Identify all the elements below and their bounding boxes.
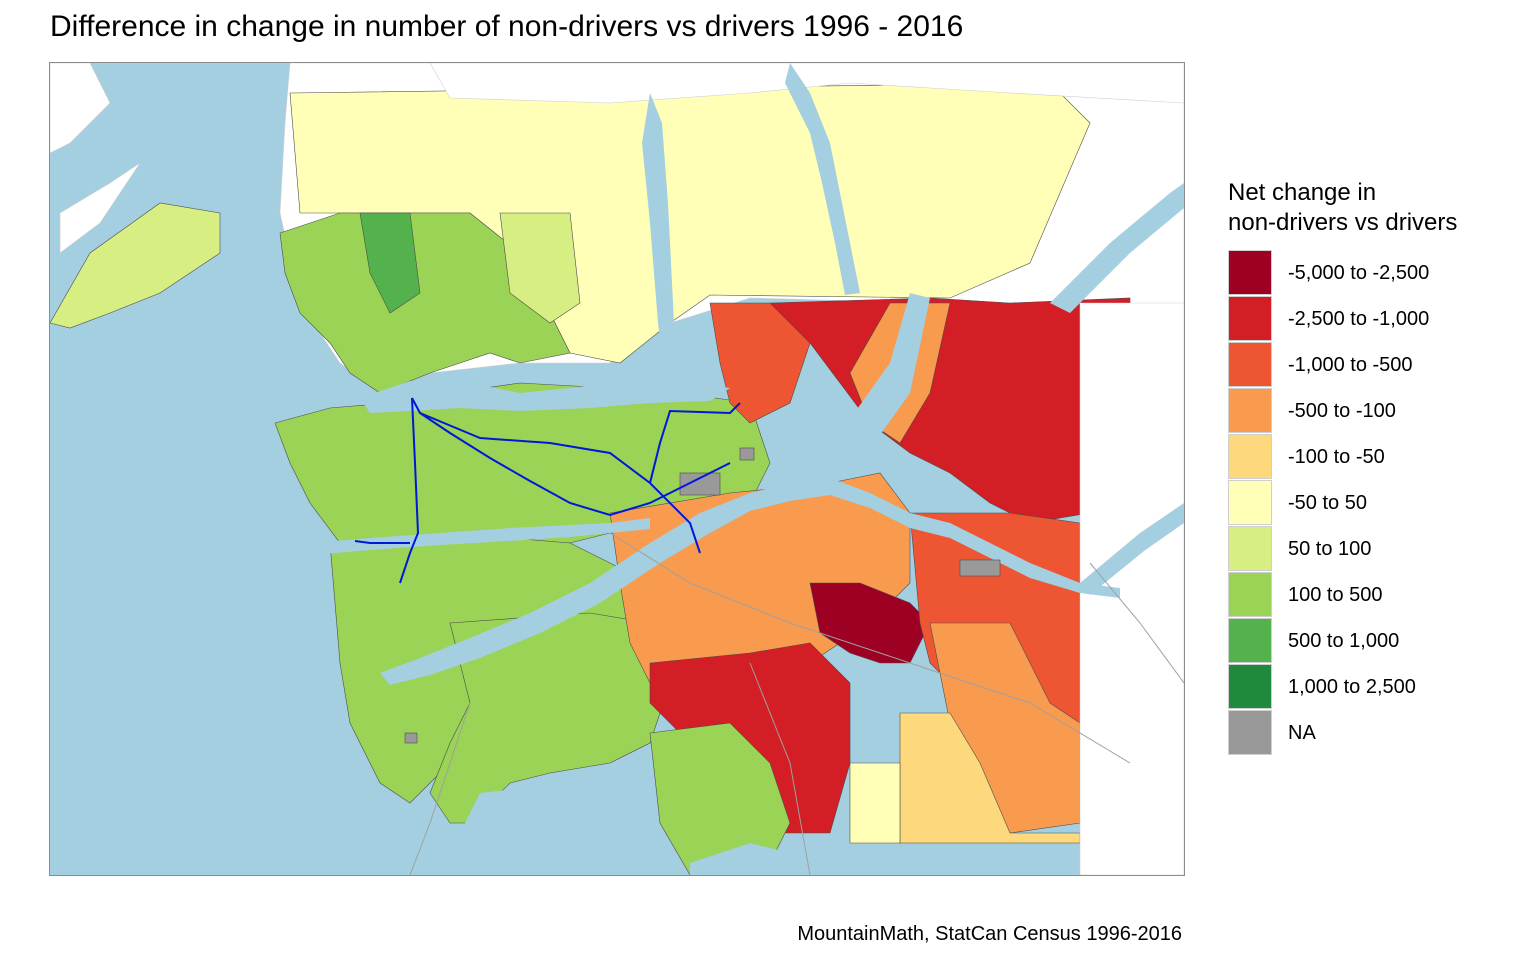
island-west-white [50, 63, 111, 154]
region-north-shore-lightgreen [499, 212, 581, 324]
burrard-inlet [360, 381, 730, 413]
legend-item: -5,000 to -2,500 [1228, 250, 1457, 296]
legend-item: -50 to 50 [1228, 480, 1457, 526]
legend-item: NA [1228, 710, 1457, 756]
fraser-east-mouth [1080, 503, 1184, 595]
region-langley-yellow [849, 762, 901, 844]
legend-swatch [1228, 526, 1272, 571]
semiahmoo-bay [690, 843, 800, 875]
region-aldergrove-white [1079, 302, 1184, 875]
legend-swatch [1228, 250, 1272, 295]
legend-label: -500 to -100 [1288, 400, 1396, 422]
region-langley-tan [899, 712, 1081, 844]
region-north-shore-green [279, 212, 571, 394]
fraser-river-north-arm [310, 518, 650, 555]
legend-items: -5,000 to -2,500 -2,500 to -1,000 -1,000 t… [1228, 250, 1457, 756]
fraser-river-main [380, 478, 1120, 685]
region-north-white-upper [429, 63, 1184, 104]
legend-item: 1,000 to 2,500 [1228, 664, 1457, 710]
road-2 [749, 662, 811, 875]
legend-title-line-1: Net change in [1228, 179, 1377, 206]
source-caption: MountainMath, StatCan Census 1996-2016 [797, 923, 1182, 945]
legend-item: -500 to -100 [1228, 388, 1457, 434]
road-1 [609, 532, 1131, 764]
legend-swatch [1228, 296, 1272, 341]
skytrain-canada-branch [354, 540, 410, 544]
chart-title: Difference in change in number of non-dr… [50, 10, 964, 43]
region-north-shore-darkgreen [359, 212, 421, 314]
island-bowen [50, 202, 221, 329]
legend-swatch [1228, 710, 1272, 755]
road-3 [1089, 562, 1184, 684]
legend-item: 100 to 500 [1228, 572, 1457, 618]
legend-item: -2,500 to -1,000 [1228, 296, 1457, 342]
legend-title-line-2: non-drivers vs drivers [1228, 209, 1458, 236]
stave-river [785, 63, 860, 295]
region-surrey-red [649, 642, 851, 834]
legend-swatch [1228, 480, 1272, 525]
legend-label: NA [1288, 722, 1316, 744]
legend-swatch [1228, 664, 1272, 709]
road-4 [409, 702, 471, 875]
legend-item: 500 to 1,000 [1228, 618, 1457, 664]
legend-title: Net change in non-drivers vs drivers [1228, 178, 1457, 238]
skytrain-canada-line [399, 397, 420, 584]
na-patch-2 [739, 447, 755, 461]
indian-arm [642, 93, 690, 385]
legend-item: 50 to 100 [1228, 526, 1457, 572]
legend-swatch [1228, 388, 1272, 433]
map-canvas [50, 63, 1184, 875]
map-legend: Net change in non-drivers vs drivers -5,… [1228, 178, 1457, 756]
skytrain-millennium-line [419, 412, 701, 554]
island-white-2 [59, 162, 141, 254]
na-patch-3 [959, 559, 1001, 577]
legend-swatch [1228, 342, 1272, 387]
legend-label: 500 to 1,000 [1288, 630, 1400, 652]
legend-label: -2,500 to -1,000 [1288, 308, 1430, 330]
legend-swatch [1228, 618, 1272, 663]
legend-label: -50 to 50 [1288, 492, 1367, 514]
boundary-bay [460, 783, 670, 875]
harrison-river [1050, 183, 1184, 313]
legend-label: 100 to 500 [1288, 584, 1383, 606]
skytrain-expo-line [411, 397, 731, 517]
na-patch-1 [679, 472, 721, 496]
region-coquitlam-orange2 [709, 302, 811, 424]
choropleth-map[interactable] [49, 62, 1185, 876]
legend-item: -100 to -50 [1228, 434, 1457, 480]
pitt-river [800, 293, 930, 493]
legend-swatch [1228, 434, 1272, 479]
legend-label: 50 to 100 [1288, 538, 1372, 560]
na-patch-4 [404, 732, 418, 744]
legend-label: -100 to -50 [1288, 446, 1385, 468]
legend-label: -1,000 to -500 [1288, 354, 1413, 376]
legend-item: -1,000 to -500 [1228, 342, 1457, 388]
legend-label: -5,000 to -2,500 [1288, 262, 1430, 284]
coast-south [50, 563, 380, 875]
skytrain-evergreen [649, 402, 741, 484]
legend-swatch [1228, 572, 1272, 617]
legend-label: 1,000 to 2,500 [1288, 676, 1416, 698]
